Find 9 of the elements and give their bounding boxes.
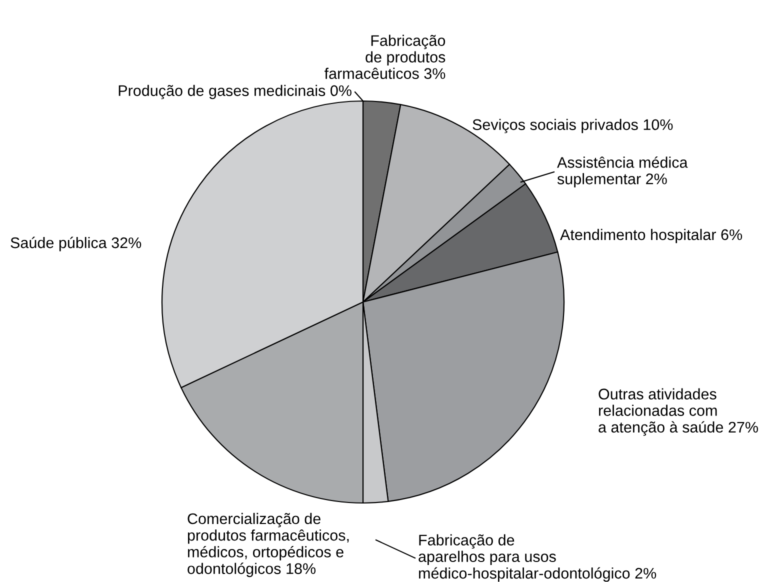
slice-label: Atendimento hospitalar 6% bbox=[560, 228, 742, 244]
slice-label: Comercialização de produtos farmacêuticos, médicos, ortopédicos e odontológicos 18% bbox=[188, 512, 349, 578]
slice-label: Saúde pública 32% bbox=[10, 236, 142, 252]
slice-label: Outras atividades relacionadas com a atenção à saúde 27% bbox=[598, 388, 758, 436]
slice-label: Fabricação de produtos farmacêuticos 3% bbox=[324, 34, 446, 79]
slice-label: Seviços sociais privados 10% bbox=[472, 118, 673, 134]
slice-label: Assistência médica suplementar 2% bbox=[557, 156, 688, 188]
legend-label: Fabricação de aparelhos para usos médico-hospitalar-odontológico 2% bbox=[418, 534, 656, 582]
category-label: Produção de gases medicinais 0% bbox=[118, 84, 352, 100]
